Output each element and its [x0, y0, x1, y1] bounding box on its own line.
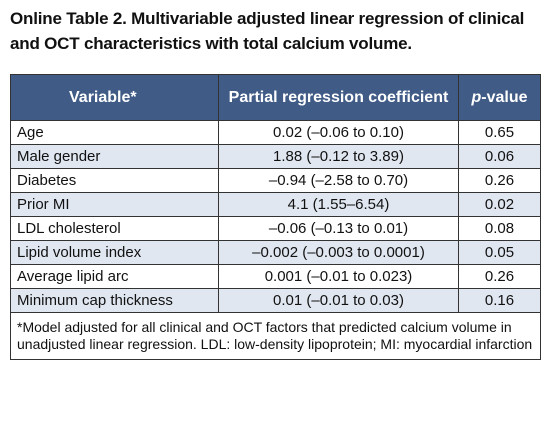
row-p-value: 0.65: [458, 120, 541, 145]
row-p-value: 0.06: [458, 144, 541, 169]
table-caption: Online Table 2. Multivariable adjusted l…: [10, 9, 525, 53]
row-variable: LDL cholesterol: [10, 216, 219, 241]
row-variable: Age: [10, 120, 219, 145]
row-p-value: 0.16: [458, 288, 541, 313]
row-variable: Diabetes: [10, 168, 219, 193]
row-coefficient: 1.88 (–0.12 to 3.89): [218, 144, 459, 169]
row-coefficient: –0.06 (–0.13 to 0.01): [218, 216, 459, 241]
row-p-value: 0.26: [458, 168, 541, 193]
row-variable: Prior MI: [10, 192, 219, 217]
table-footnote: *Model adjusted for all clinical and OCT…: [10, 312, 541, 360]
row-coefficient: 4.1 (1.55–6.54): [218, 192, 459, 217]
row-variable: Average lipid arc: [10, 264, 219, 289]
row-p-value: 0.02: [458, 192, 541, 217]
footnote-row: *Model adjusted for all clinical and OCT…: [10, 312, 541, 360]
row-coefficient: 0.001 (–0.01 to 0.023): [218, 264, 459, 289]
row-coefficient: 0.01 (–0.01 to 0.03): [218, 288, 459, 313]
row-coefficient: 0.02 (–0.06 to 0.10): [218, 120, 459, 145]
table-row: Minimum cap thickness 0.01 (–0.01 to 0.0…: [10, 288, 541, 313]
row-p-value: 0.08: [458, 216, 541, 241]
header-p-rest: -value: [481, 88, 528, 106]
header-p-value: p-value: [458, 74, 541, 121]
row-coefficient: –0.94 (–2.58 to 0.70): [218, 168, 459, 193]
table-row: Age 0.02 (–0.06 to 0.10) 0.65: [10, 120, 541, 145]
table-row: Prior MI 4.1 (1.55–6.54) 0.02: [10, 192, 541, 217]
table-row: Male gender 1.88 (–0.12 to 3.89) 0.06: [10, 144, 541, 169]
header-coefficient: Partial regression coefficient: [218, 74, 459, 121]
table-row: Lipid volume index –0.002 (–0.003 to 0.0…: [10, 240, 541, 265]
table-row: LDL cholesterol –0.06 (–0.13 to 0.01) 0.…: [10, 216, 541, 241]
row-p-value: 0.26: [458, 264, 541, 289]
row-coefficient: –0.002 (–0.003 to 0.0001): [218, 240, 459, 265]
table-header-row: Variable* Partial regression coefficient…: [10, 74, 541, 121]
regression-table: Variable* Partial regression coefficient…: [10, 74, 541, 360]
row-p-value: 0.05: [458, 240, 541, 265]
header-p-italic: p: [471, 88, 482, 106]
row-variable: Minimum cap thickness: [10, 288, 219, 313]
row-variable: Male gender: [10, 144, 219, 169]
table-row: Diabetes –0.94 (–2.58 to 0.70) 0.26: [10, 168, 541, 193]
header-variable: Variable*: [10, 74, 219, 121]
table-row: Average lipid arc 0.001 (–0.01 to 0.023)…: [10, 264, 541, 289]
row-variable: Lipid volume index: [10, 240, 219, 265]
